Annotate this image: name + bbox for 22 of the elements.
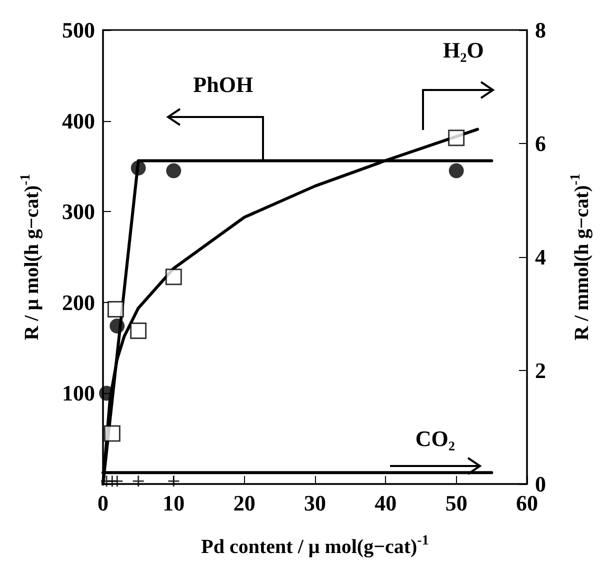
x-tick-label: 60 [516,490,538,516]
y2-tick-label: 0 [535,472,546,496]
x-tick-label: 0 [98,490,108,516]
annotation: H₂O [442,37,484,62]
x-tick-label: 20 [233,490,256,516]
y-tick-label: 300 [62,199,95,224]
y-axis-title: R / μ mol(h g−cat)-1 [18,174,43,340]
y2-axis-title: R / mmol(h g−cat)-1 [568,174,593,340]
y-tick-label: 100 [62,380,95,406]
x-tick-label: 10 [162,490,185,516]
x-tick-label: 50 [445,490,468,516]
y2-tick-label: 4 [535,244,546,270]
y-tick-label: 500 [62,18,95,42]
y2-tick-label: 2 [535,358,546,383]
annotation: PhOH [193,72,254,97]
y-tick-label: 200 [62,290,95,315]
x-tick-label: 40 [374,490,397,516]
x-tick-label: 30 [304,490,326,516]
y2-tick-label: 6 [535,131,546,156]
annotation: CO₂ [415,426,456,452]
y2-tick-label: 8 [535,18,546,42]
y-tick-label: 400 [62,108,95,134]
